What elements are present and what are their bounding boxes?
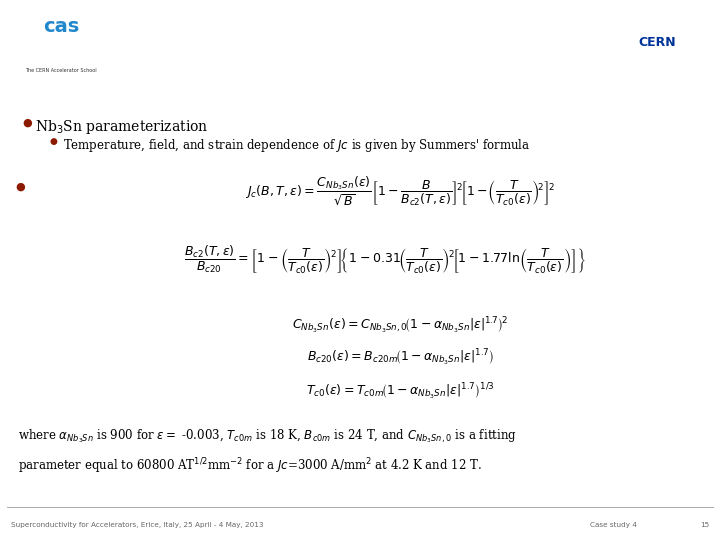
- Text: $J_c(B,T,\varepsilon)=\dfrac{C_{Nb_3Sn}(\varepsilon)}{\sqrt{B}}\left[1-\dfrac{B}: $J_c(B,T,\varepsilon)=\dfrac{C_{Nb_3Sn}(…: [245, 174, 555, 207]
- Text: 15: 15: [700, 522, 709, 528]
- Text: Margins: Margins: [316, 58, 404, 78]
- Text: The CERN Accelerator School: The CERN Accelerator School: [25, 69, 97, 73]
- Text: ●: ●: [50, 137, 58, 146]
- Text: Temperature, field, and strain dependence of $\mathit{Jc}$ is given by Summers' : Temperature, field, and strain dependenc…: [63, 137, 531, 154]
- Text: Case study 4: Case study 4: [590, 522, 637, 528]
- Text: ●: ●: [22, 118, 32, 128]
- Text: ●: ●: [15, 182, 25, 192]
- FancyBboxPatch shape: [7, 5, 122, 90]
- Text: $B_{c20}(\varepsilon)=B_{c20m}\!\left(1-\alpha_{Nb_3Sn}|\varepsilon|^{1.7}\right: $B_{c20}(\varepsilon)=B_{c20m}\!\left(1-…: [307, 348, 493, 368]
- Text: parameter equal to 60800 AT$^{1/2}$mm$^{-2}$ for a $\mathit{Jc}$=3000 A/mm$^2$ a: parameter equal to 60800 AT$^{1/2}$mm$^{…: [18, 457, 482, 476]
- Text: CERN: CERN: [639, 36, 676, 49]
- Text: Nb$_3$Sn parameterization: Nb$_3$Sn parameterization: [35, 118, 208, 136]
- FancyBboxPatch shape: [601, 5, 713, 90]
- Text: cas: cas: [43, 17, 79, 36]
- Text: Case study 4 solution: Case study 4 solution: [246, 24, 474, 43]
- Text: $C_{Nb_3Sn}(\varepsilon)=C_{Nb_3Sn,0}\!\left(1-\alpha_{Nb_3Sn}|\varepsilon|^{1.7: $C_{Nb_3Sn}(\varepsilon)=C_{Nb_3Sn,0}\!\…: [292, 316, 508, 336]
- Text: Superconductivity for Accelerators, Erice, Italy, 25 April - 4 May, 2013: Superconductivity for Accelerators, Eric…: [11, 522, 264, 528]
- Text: $\dfrac{B_{c2}(T,\varepsilon)}{B_{c20}}=\left[1-\left(\dfrac{T}{T_{c0}(\varepsil: $\dfrac{B_{c2}(T,\varepsilon)}{B_{c20}}=…: [184, 244, 586, 276]
- Text: $T_{c0}(\varepsilon)=T_{c0m}\!\left(1-\alpha_{Nb_3Sn}|\varepsilon|^{1.7}\right)^: $T_{c0}(\varepsilon)=T_{c0m}\!\left(1-\a…: [305, 382, 495, 402]
- Text: where $\alpha_{Nb_3Sn}$ is 900 for $\varepsilon=$ -0.003, $T_{c0m}$ is 18 K, $B_: where $\alpha_{Nb_3Sn}$ is 900 for $\var…: [18, 427, 517, 444]
